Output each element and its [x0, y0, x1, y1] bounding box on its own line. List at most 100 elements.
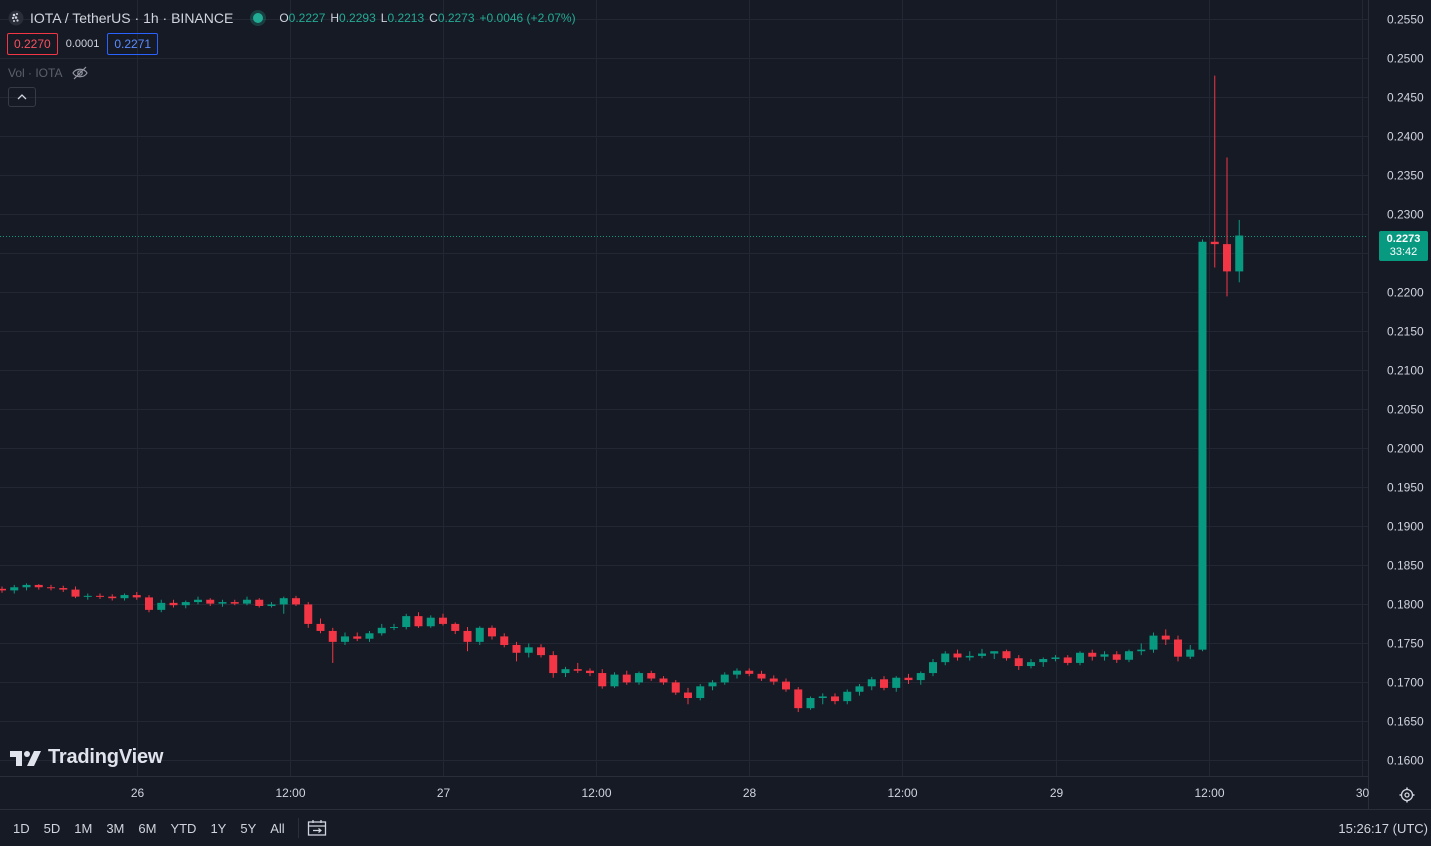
range-3m[interactable]: 3M: [106, 820, 125, 836]
range-selector: 1D 5D 1M 3M 6M YTD 1Y 5Y All: [6, 821, 292, 836]
candle: [426, 615, 435, 628]
candle: [1149, 632, 1158, 653]
candle: [598, 669, 607, 689]
candle: [978, 648, 986, 659]
candle: [537, 644, 545, 658]
candle-body: [794, 689, 803, 709]
candle-body: [1161, 635, 1170, 640]
price-axis[interactable]: 0.2550 0.2500 0.2450 0.2400 0.2350 0.2300 0.22…: [1387, 13, 1424, 768]
price-tick-label: 0.1950: [1387, 481, 1424, 495]
collapse-legend-button[interactable]: [8, 87, 36, 107]
price-tick-label: 0.1800: [1387, 598, 1424, 612]
candle: [1112, 651, 1121, 663]
candle: [806, 696, 815, 710]
chart-grid: [0, 0, 1368, 776]
candle-body: [757, 673, 766, 679]
candle-body: [243, 599, 251, 604]
candle: [769, 675, 778, 685]
range-6m[interactable]: 6M: [138, 820, 157, 836]
candle-body: [328, 630, 337, 642]
price-tick-label: 0.1750: [1387, 637, 1424, 651]
market-status-dot[interactable]: [253, 13, 264, 23]
candle-body: [500, 636, 509, 645]
candle: [1014, 655, 1023, 670]
range-ytd[interactable]: YTD: [170, 820, 197, 836]
candle: [647, 670, 656, 681]
ohlc-values: O0.2227 H0.2293 L0.2213 C0.2273 +0.0046 …: [279, 11, 575, 25]
price-tick-label: 0.2500: [1387, 52, 1424, 66]
price-tick-label: 0.2200: [1387, 286, 1424, 300]
ohlc-value: 0.2293: [339, 11, 376, 25]
candle: [1027, 659, 1035, 669]
candle: [0, 586, 6, 593]
candle-body: [806, 698, 815, 709]
sell-button[interactable]: 0.2270: [7, 33, 58, 55]
candle-body: [1198, 241, 1207, 650]
ohlc-key: H: [330, 11, 340, 25]
candle: [169, 599, 178, 608]
last-price-value: 0.2273: [1386, 233, 1421, 245]
candle: [843, 689, 852, 705]
time-tick-label: 12:00: [1194, 786, 1224, 800]
candle-body: [745, 670, 754, 674]
candle-body: [292, 598, 300, 605]
candle-body: [1186, 649, 1195, 657]
range-5d[interactable]: 5D: [43, 820, 61, 836]
symbol-title[interactable]: IOTA / TetherUS · 1h · BINANCE: [30, 10, 234, 26]
calendar-icon: [307, 820, 326, 836]
candle: [414, 612, 423, 628]
candle: [990, 651, 999, 660]
time-axis[interactable]: 26 12:00 27 12:00 28 12:00 29 12:00 30: [131, 786, 1370, 800]
candle: [157, 599, 166, 613]
candle-body: [818, 696, 827, 699]
candle: [659, 676, 668, 685]
candle-body: [1027, 662, 1035, 667]
candle-body: [953, 653, 962, 658]
candle: [353, 632, 362, 642]
range-1d[interactable]: 1D: [13, 820, 30, 836]
candle: [867, 676, 876, 691]
range-5y[interactable]: 5Y: [240, 820, 257, 836]
candle: [218, 599, 227, 607]
candle: [1088, 649, 1097, 661]
utc-clock[interactable]: 15:26:17 (UTC): [1338, 820, 1428, 836]
candle-body: [880, 679, 888, 688]
buy-button[interactable]: 0.2271: [107, 33, 159, 55]
candle: [757, 670, 766, 681]
candle: [108, 594, 117, 601]
go-to-date-button[interactable]: [307, 819, 327, 837]
candle-body: [230, 602, 239, 604]
candle-body: [1174, 639, 1182, 657]
price-tick-label: 0.2450: [1387, 91, 1424, 105]
candle: [561, 666, 570, 677]
candle: [328, 627, 337, 663]
candle: [255, 598, 264, 608]
candle: [1125, 649, 1133, 663]
candle: [230, 599, 239, 606]
volume-indicator[interactable]: Vol · IOTA: [8, 66, 89, 80]
range-all[interactable]: All: [270, 820, 285, 836]
candle-body: [831, 696, 839, 702]
candle-body: [696, 686, 705, 699]
candle-body: [145, 597, 153, 610]
candle-body: [708, 682, 717, 687]
gear-icon[interactable]: [1398, 786, 1416, 804]
candle: [279, 596, 288, 614]
range-1m[interactable]: 1M: [74, 820, 93, 836]
candle: [880, 676, 888, 691]
tradingview-logo[interactable]: TradingView: [10, 746, 163, 769]
candle-body: [83, 595, 92, 597]
candle-body: [1002, 651, 1011, 659]
candle-body: [1223, 244, 1231, 272]
candle: [586, 668, 594, 677]
range-1y[interactable]: 1Y: [210, 820, 227, 836]
ohlc-value: 0.2227: [288, 11, 326, 25]
candle-body: [488, 627, 496, 637]
eye-crossed-icon[interactable]: [72, 66, 89, 80]
ohlc-value: 0.2213: [387, 11, 425, 25]
candle: [916, 671, 925, 685]
candle-body: [390, 627, 398, 629]
iota-logo-icon: [8, 10, 24, 26]
candle: [22, 583, 31, 591]
